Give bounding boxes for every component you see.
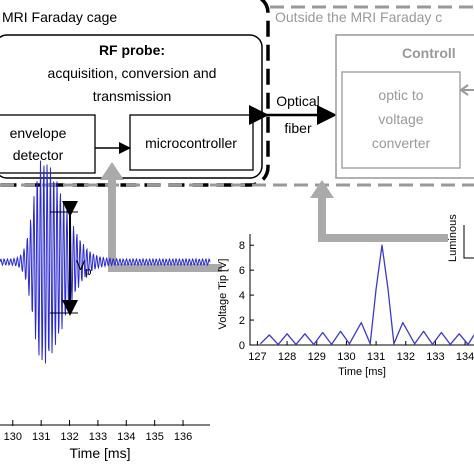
x-tick-label: 136 xyxy=(174,431,192,443)
converter-text: converter xyxy=(372,135,431,151)
link-text: Optical xyxy=(276,93,320,109)
right-ylabel: Voltage Tip [V] xyxy=(217,259,229,330)
y-tick-label: 6 xyxy=(239,265,245,277)
y-tick-label: 8 xyxy=(239,240,245,252)
cage-box xyxy=(0,0,270,187)
vp-sub: p xyxy=(85,266,91,278)
x-tick-label: 131 xyxy=(367,351,385,363)
controller-title: Controll xyxy=(402,45,456,61)
right-plot: 0 2 4 6 8 127 128 129 130 131 132 133 134 xyxy=(239,234,474,363)
arrow-head xyxy=(310,180,334,198)
rf-line: transmission xyxy=(93,88,172,104)
x-tick-label: 135 xyxy=(145,431,163,443)
micro-text: microcontroller xyxy=(145,135,237,151)
y-tick-label: 4 xyxy=(239,290,245,302)
y-tick-label: 0 xyxy=(239,340,245,352)
converter-text: optic to xyxy=(378,87,423,103)
left-plot: 130 131 132 133 134 135 136 xyxy=(0,160,211,443)
envelope-text: detector xyxy=(13,147,64,163)
cage-title: MRI Faraday cage xyxy=(2,9,117,25)
axis xyxy=(463,225,474,259)
axes xyxy=(249,234,474,346)
arrow xyxy=(459,84,474,96)
envelope-box xyxy=(0,114,96,174)
right-xlabel: Time [ms] xyxy=(338,366,386,378)
luminous-label: Luminous xyxy=(447,214,459,262)
x-tick-label: 134 xyxy=(117,431,135,443)
y-tick-label: 2 xyxy=(239,315,245,327)
micro-box xyxy=(129,114,254,171)
vp-v: V xyxy=(76,257,86,273)
x-tick-label: 132 xyxy=(397,351,415,363)
outside-title: Outside the MRI Faraday c xyxy=(275,9,442,25)
x-tick-label: 130 xyxy=(337,351,355,363)
x-tick-label: 134 xyxy=(456,351,474,363)
x-tick-label: 128 xyxy=(278,351,296,363)
arrow-head xyxy=(100,162,124,180)
x-tick-label: 133 xyxy=(426,351,444,363)
link-text: fiber xyxy=(284,120,312,136)
x-tick-label: 131 xyxy=(32,431,50,443)
left-xlabel: Time [ms] xyxy=(70,445,131,461)
waveform xyxy=(0,160,211,364)
x-tick-label: 127 xyxy=(248,351,266,363)
x-tick-label: 133 xyxy=(89,431,107,443)
x-tick-label: 132 xyxy=(60,431,78,443)
vp-label: Vp xyxy=(76,257,91,278)
x-tick-label: 130 xyxy=(4,431,22,443)
rf-title: RF probe: xyxy=(99,42,165,58)
x-tick-label: 129 xyxy=(308,351,326,363)
feedback-arrow xyxy=(108,178,222,272)
converter-text: voltage xyxy=(378,111,423,127)
envelope-text: envelope xyxy=(10,125,67,141)
voltage-line xyxy=(259,244,474,346)
converter-box xyxy=(341,71,461,169)
rf-line: acquisition, conversion and xyxy=(48,65,217,81)
feedback-arrow xyxy=(318,196,448,242)
